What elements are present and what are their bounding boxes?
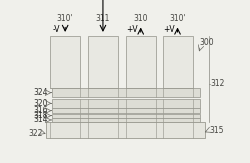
Text: 315: 315 <box>210 126 224 135</box>
Text: 300: 300 <box>200 38 214 47</box>
Bar <box>52 88 200 97</box>
Bar <box>162 36 192 88</box>
Text: +V: +V <box>163 25 174 34</box>
Text: 324: 324 <box>33 88 48 97</box>
Text: 318: 318 <box>33 111 48 120</box>
Bar <box>52 118 200 122</box>
Text: 322: 322 <box>28 129 43 138</box>
Text: 314: 314 <box>33 115 48 125</box>
Bar <box>46 122 205 138</box>
Text: 316: 316 <box>33 106 48 115</box>
Text: -V: -V <box>53 25 60 34</box>
Text: +V: +V <box>126 25 138 34</box>
Text: 312: 312 <box>210 79 225 88</box>
Text: 320: 320 <box>33 99 48 108</box>
Bar <box>126 36 156 88</box>
Text: 310': 310' <box>169 14 186 23</box>
Bar <box>50 36 80 88</box>
Bar <box>52 114 200 118</box>
Text: 310: 310 <box>134 14 148 23</box>
Text: 311: 311 <box>96 14 110 23</box>
Bar <box>52 99 200 108</box>
Text: 310': 310' <box>57 14 74 23</box>
Bar <box>88 36 118 88</box>
Bar <box>52 108 200 113</box>
